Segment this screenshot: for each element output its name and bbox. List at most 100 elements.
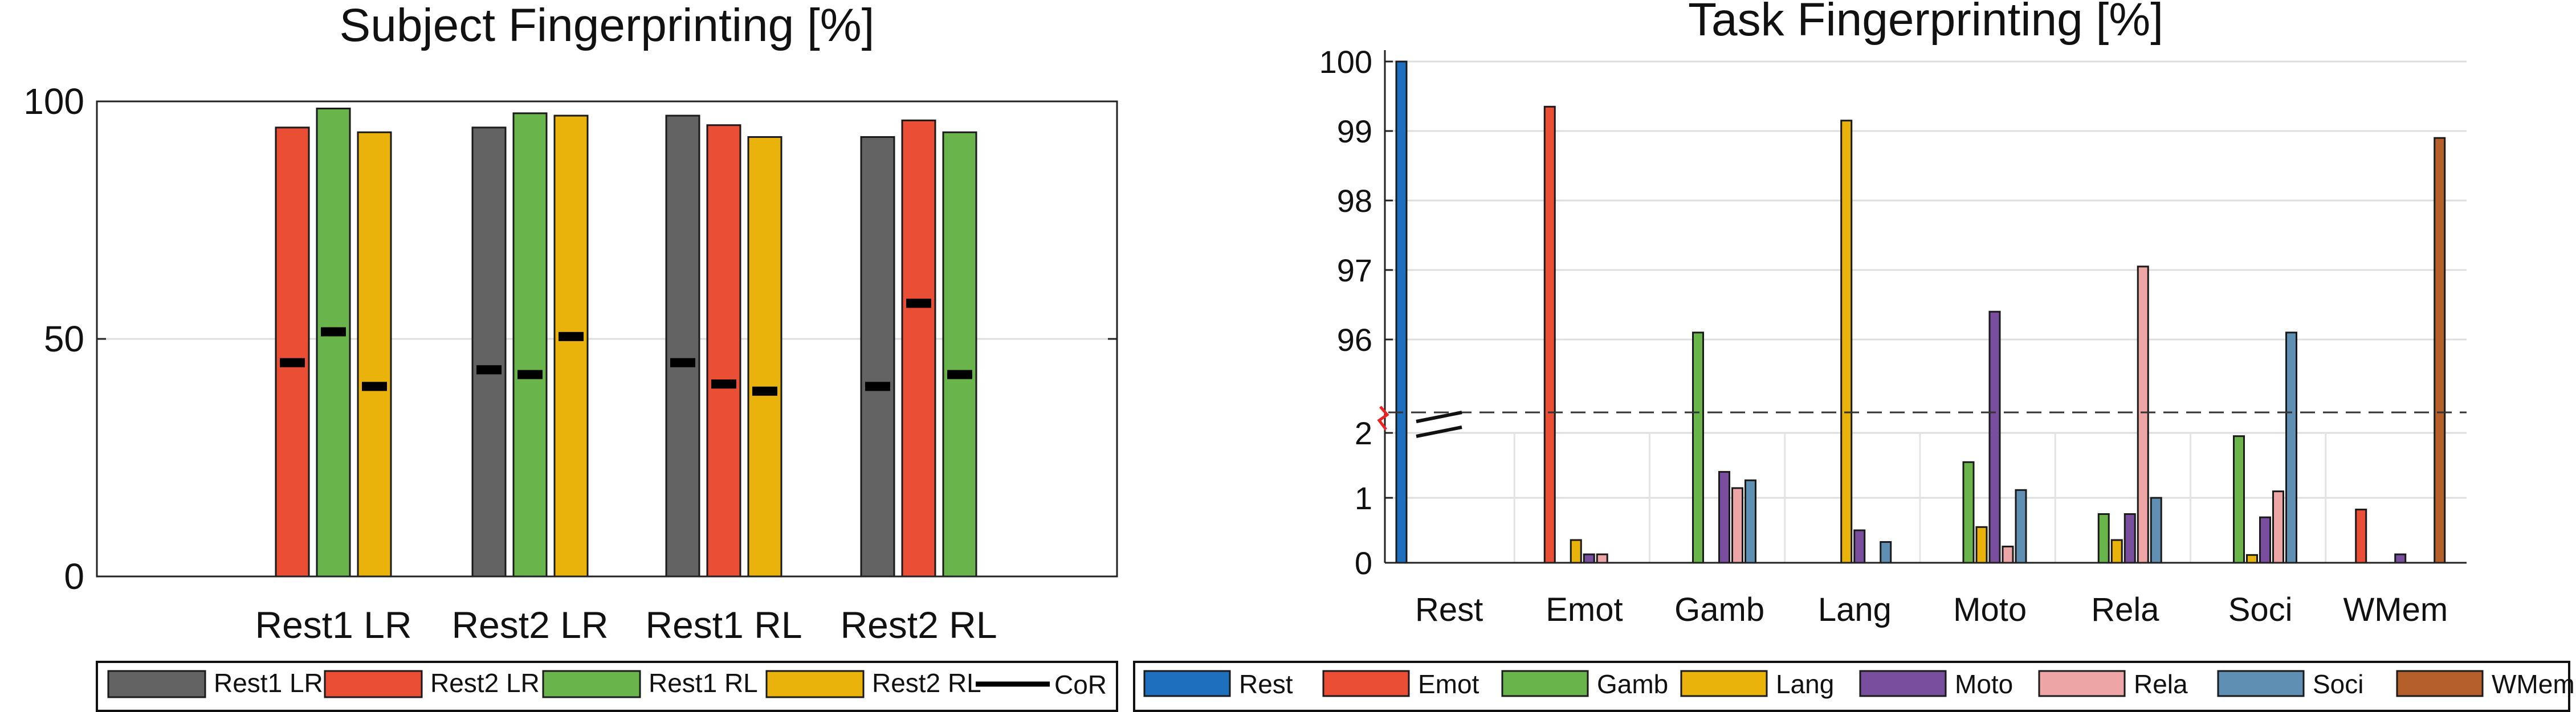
bar	[1583, 553, 1595, 564]
x-tick-label: Rest2 RL	[840, 604, 997, 646]
x-tick-label: Rela	[2091, 591, 2159, 628]
y-tick-label: 50	[44, 318, 84, 359]
x-tick-label: Rest2 LR	[451, 604, 608, 646]
chart-title: Subject Fingerprinting [%]	[340, 0, 875, 51]
bar	[2394, 553, 2407, 564]
bar	[1543, 105, 1556, 564]
legend-swatch	[1143, 670, 1231, 697]
legend-swatch	[765, 670, 865, 698]
cor-marker	[559, 332, 584, 341]
bar	[860, 136, 895, 578]
legend-swatch	[2038, 670, 2126, 697]
bar	[553, 114, 589, 578]
y-tick-label: 97	[1337, 252, 1372, 288]
y-tick-label: 100	[1319, 44, 1372, 80]
bar	[2246, 554, 2258, 564]
y-tick-label: 0	[1355, 545, 1372, 581]
legend-label: Rest1 LR	[214, 668, 323, 698]
bar	[665, 114, 700, 578]
bar	[1731, 487, 1743, 564]
bar	[2002, 546, 2014, 564]
legend-swatch	[542, 670, 641, 698]
legend-label: Gamb	[1597, 669, 1668, 699]
bar	[2355, 509, 2367, 564]
cor-marker	[752, 386, 777, 396]
y-tick-label: 100	[23, 81, 84, 122]
bar	[1744, 479, 1756, 564]
bar	[2272, 490, 2284, 564]
bar	[1840, 120, 1853, 564]
bar	[1718, 470, 1730, 564]
bar	[2123, 513, 2136, 564]
cor-marker	[280, 358, 305, 367]
bar	[901, 119, 936, 578]
legend-swatch	[2217, 670, 2305, 697]
cor-marker	[670, 358, 695, 367]
legend-swatch	[1859, 670, 1947, 697]
x-tick-label: Emot	[1546, 591, 1623, 628]
x-tick-label: Gamb	[1674, 591, 1764, 628]
legend-swatch	[1680, 670, 1768, 697]
x-tick-label: Rest	[1415, 591, 1483, 628]
bar	[706, 124, 741, 578]
legend-swatch	[324, 670, 423, 698]
bar	[1988, 310, 2001, 564]
bar	[2137, 265, 2149, 564]
bar	[1596, 553, 1608, 564]
axis-break-icon	[1377, 406, 1389, 431]
bar	[1880, 541, 1892, 564]
x-tick-label: Soci	[2228, 591, 2293, 628]
y-tick-label: 1	[1355, 480, 1372, 516]
bar	[1570, 539, 1582, 564]
legend-label: Moto	[1955, 669, 2013, 699]
y-tick-label: 96	[1337, 322, 1372, 358]
plot-frame	[96, 100, 1118, 578]
bar	[471, 126, 507, 578]
cor-marker	[517, 370, 543, 379]
bar	[2434, 137, 2446, 564]
cor-marker	[865, 382, 890, 391]
legend-label: Rela	[2134, 669, 2188, 699]
legend-label: Rest2 RL	[872, 668, 981, 698]
bar	[2110, 539, 2123, 564]
y-tick-label: 2	[1355, 415, 1372, 451]
bar	[316, 108, 351, 578]
bar	[1395, 60, 1408, 564]
bar	[2285, 332, 2297, 564]
x-tick-label: WMem	[2343, 591, 2448, 628]
bar	[1975, 526, 1988, 564]
legend-label-cor: CoR	[1054, 670, 1107, 699]
bar	[2150, 497, 2162, 564]
cor-marker	[947, 370, 972, 379]
y-tick-label: 99	[1337, 113, 1372, 149]
x-tick-label: Rest1 LR	[255, 604, 411, 646]
legend-label: Rest2 LR	[430, 668, 540, 698]
cor-marker	[476, 365, 502, 375]
axis-break-slash	[1416, 425, 1462, 438]
cor-marker	[321, 327, 346, 337]
x-tick-label: Lang	[1818, 591, 1892, 628]
legend-swatch	[1322, 670, 1410, 697]
y-tick-label: 98	[1337, 183, 1372, 219]
legend-label: Rest1 RL	[649, 668, 758, 698]
x-tick-label: Moto	[1953, 591, 2027, 628]
cor-marker	[711, 379, 736, 389]
bar	[1962, 461, 1975, 564]
bar	[357, 131, 392, 578]
legend-swatch	[1501, 670, 1589, 697]
bar	[942, 131, 977, 578]
legend-label: Lang	[1776, 669, 1834, 699]
axis-break-slash	[1416, 411, 1462, 423]
x-tick-label: Rest1 RL	[645, 604, 802, 646]
bar	[512, 112, 548, 578]
legend-label: Rest	[1239, 669, 1293, 699]
chart-title: Task Fingerprinting [%]	[1688, 0, 2163, 46]
bar	[2233, 435, 2245, 564]
cor-marker	[362, 382, 387, 391]
bar	[275, 126, 310, 578]
bar	[2015, 489, 2027, 564]
cor-marker	[906, 298, 931, 308]
bar	[2259, 516, 2271, 564]
y-tick-label: 0	[64, 556, 84, 597]
